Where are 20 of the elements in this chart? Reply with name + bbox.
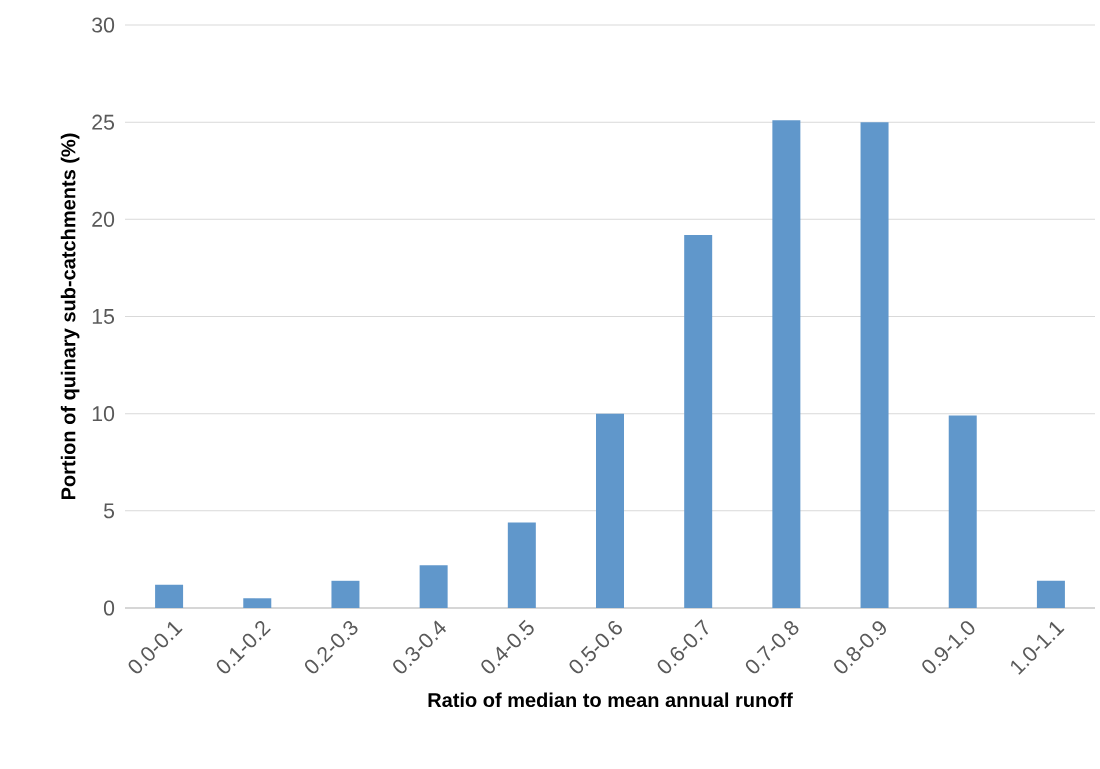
bar (772, 120, 801, 608)
bar (507, 522, 536, 608)
bar (155, 584, 184, 608)
y-tick-label: 5 (103, 503, 115, 519)
bar (1036, 580, 1065, 608)
y-tick-label: 25 (92, 114, 115, 130)
bar (419, 565, 448, 608)
y-tick-label: 20 (92, 211, 115, 227)
x-axis-title: Ratio of median to mean annual runoff (428, 692, 793, 708)
y-axis-title: Portion of quinary sub-catchments (%) (60, 133, 80, 500)
bar (860, 122, 889, 608)
bar (596, 413, 625, 608)
bar (948, 415, 977, 608)
bar (243, 598, 272, 608)
bar (684, 234, 713, 608)
y-tick-label: 30 (92, 17, 115, 33)
bar (331, 580, 360, 608)
y-tick-label: 0 (103, 600, 115, 616)
y-tick-label: 10 (92, 406, 115, 422)
y-tick-label: 15 (92, 309, 115, 324)
